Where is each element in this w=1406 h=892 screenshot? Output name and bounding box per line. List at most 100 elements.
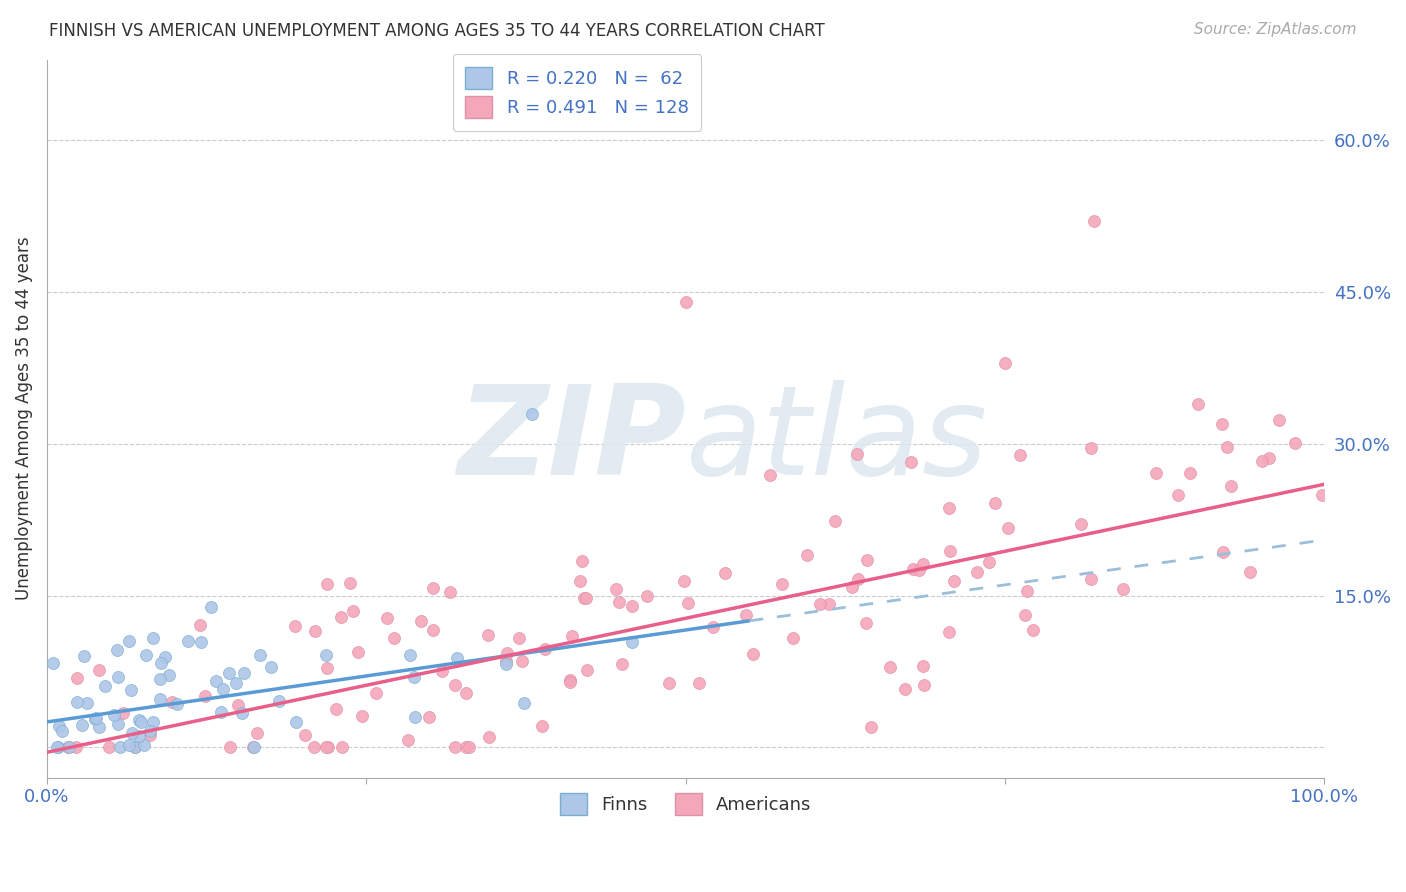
- Point: [87, 720, 110, 734]
- Point: [139, 729, 162, 743]
- Text: atlas: atlas: [686, 380, 987, 500]
- Point: [979, 555, 1001, 569]
- Point: [984, 496, 1007, 510]
- Point: [560, 673, 582, 687]
- Point: [782, 631, 804, 645]
- Point: [66, 671, 89, 685]
- Point: [846, 573, 869, 587]
- Point: [120, 683, 142, 698]
- Point: [658, 675, 681, 690]
- Point: [260, 660, 283, 674]
- Point: [118, 633, 141, 648]
- Point: [149, 656, 172, 670]
- Text: ZIP: ZIP: [457, 380, 686, 500]
- Point: [454, 740, 477, 755]
- Point: [938, 501, 960, 516]
- Point: [188, 618, 211, 632]
- Point: [200, 599, 222, 614]
- Point: [1310, 488, 1333, 502]
- Point: [375, 611, 398, 625]
- Point: [243, 740, 266, 755]
- Point: [225, 675, 247, 690]
- Point: [267, 694, 290, 708]
- Point: [48, 718, 70, 732]
- Point: [160, 695, 183, 709]
- Point: [87, 664, 110, 678]
- Point: [714, 566, 737, 581]
- Point: [242, 740, 264, 755]
- Point: [1167, 488, 1189, 502]
- Point: [808, 597, 831, 611]
- Point: [304, 624, 326, 638]
- Point: [702, 620, 724, 634]
- Point: [938, 624, 960, 639]
- Point: [1212, 545, 1234, 559]
- Point: [212, 682, 235, 697]
- Point: [232, 666, 254, 681]
- Point: [285, 714, 308, 729]
- Point: [246, 725, 269, 739]
- Point: [841, 580, 863, 594]
- Point: [249, 648, 271, 662]
- Point: [399, 648, 422, 662]
- Point: [330, 740, 353, 755]
- Point: [672, 574, 695, 589]
- Point: [457, 740, 479, 755]
- Point: [901, 562, 924, 576]
- Point: [1258, 450, 1281, 465]
- Point: [284, 619, 307, 633]
- Point: [1216, 440, 1239, 454]
- Point: [218, 665, 240, 680]
- Point: [534, 642, 557, 657]
- Point: [93, 679, 115, 693]
- Point: [205, 673, 228, 688]
- Point: [142, 631, 165, 645]
- Point: [860, 720, 883, 734]
- Legend: Finns, Americans: Finns, Americans: [548, 782, 823, 826]
- Point: [1187, 397, 1209, 411]
- Point: [139, 723, 162, 738]
- Point: [83, 712, 105, 726]
- Point: [443, 678, 465, 692]
- Point: [855, 553, 877, 567]
- Point: [329, 609, 352, 624]
- Point: [157, 667, 180, 681]
- Point: [339, 575, 361, 590]
- Point: [742, 647, 765, 661]
- Point: [176, 633, 198, 648]
- Point: [97, 740, 120, 755]
- Point: [530, 719, 553, 733]
- Point: [1284, 435, 1306, 450]
- Y-axis label: Unemployment Among Ages 35 to 44 years: Unemployment Among Ages 35 to 44 years: [15, 236, 32, 600]
- Point: [444, 740, 467, 755]
- Point: [404, 709, 426, 723]
- Point: [149, 672, 172, 686]
- Point: [1178, 466, 1201, 480]
- Point: [302, 740, 325, 755]
- Point: [129, 715, 152, 730]
- Point: [366, 685, 388, 699]
- Point: [58, 740, 80, 755]
- Point: [496, 646, 519, 660]
- Point: [48, 740, 70, 755]
- Point: [219, 740, 242, 755]
- Point: [66, 695, 89, 709]
- Point: [446, 651, 468, 665]
- Point: [103, 707, 125, 722]
- Point: [994, 356, 1017, 370]
- Point: [942, 574, 965, 589]
- Point: [845, 447, 868, 461]
- Point: [1239, 566, 1261, 580]
- Point: [478, 730, 501, 744]
- Point: [117, 738, 139, 752]
- Point: [997, 521, 1019, 535]
- Point: [569, 574, 592, 589]
- Point: [939, 543, 962, 558]
- Point: [315, 661, 337, 675]
- Point: [912, 557, 935, 571]
- Point: [107, 670, 129, 684]
- Point: [135, 648, 157, 662]
- Point: [142, 714, 165, 729]
- Point: [1144, 466, 1167, 480]
- Point: [294, 727, 316, 741]
